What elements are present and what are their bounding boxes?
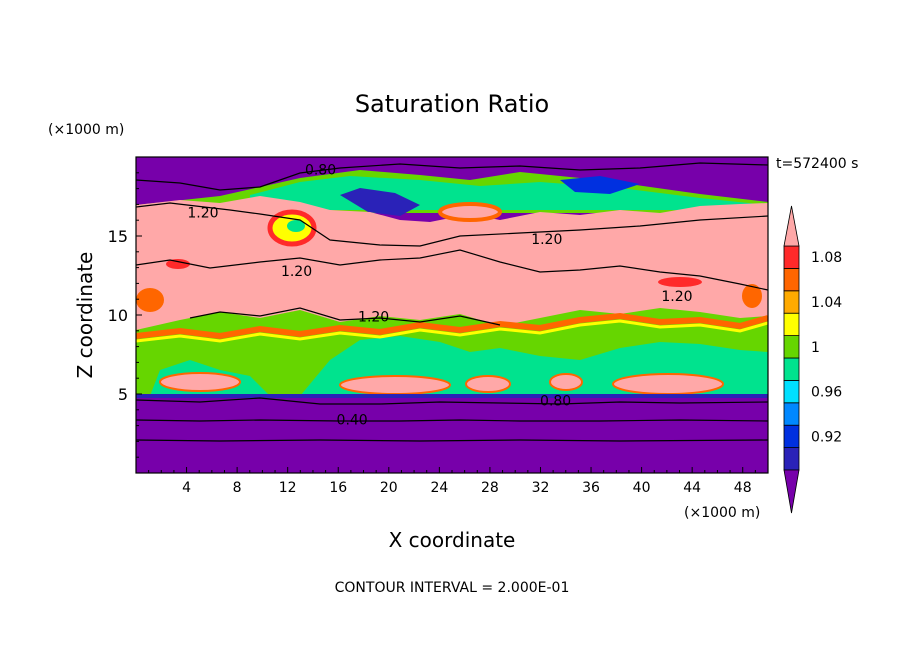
- upper-cell-4: [166, 259, 190, 269]
- colorbar-segment: [783, 402, 800, 426]
- upper-cell-6: [136, 288, 164, 312]
- x-tick-label: 8: [233, 480, 242, 496]
- colorbar-low-extend: [783, 469, 800, 514]
- colorbar-label: 1.04: [811, 295, 842, 311]
- y-tick-label: 5: [118, 385, 128, 404]
- contour-lines: [136, 162, 768, 442]
- upper-blue-patch: [340, 188, 420, 216]
- colorbar-segment: [783, 290, 800, 314]
- contour-label: 0.80: [540, 393, 571, 409]
- plot-area: 0.80 1.20 1.20 1.20 1.20 1.20 0.80 0.40: [136, 157, 768, 473]
- x-axis-title: X coordinate: [389, 528, 516, 552]
- x-tick-label: 40: [633, 480, 651, 496]
- colorbar-label: 1: [811, 340, 820, 356]
- x-tick-label: 12: [279, 480, 297, 496]
- upper-cell-2: [438, 202, 502, 222]
- contour-label: 1.20: [358, 310, 389, 326]
- contour-label: 0.40: [337, 412, 368, 428]
- colorbar-segment: [783, 245, 800, 269]
- cloud-lens-5: [612, 373, 724, 395]
- cloud-rim-orange: [136, 312, 768, 340]
- cloud-rim-yellow: [136, 319, 768, 343]
- y-axis-ticks: 5 10 15: [108, 172, 142, 458]
- contour-label: 1.20: [281, 264, 312, 280]
- upper-cell-3: [658, 277, 702, 287]
- chart-title: Saturation Ratio: [355, 90, 549, 118]
- y-tick-label: 10: [108, 306, 128, 325]
- colorbar-segment: [783, 312, 800, 337]
- colorbar: 0.92 0.96 1 1.04 1.08: [783, 205, 842, 514]
- x-tick-label: 20: [380, 480, 398, 496]
- cloud-lens-1: [159, 372, 241, 392]
- cloud-lens-4: [549, 373, 583, 391]
- x-axis-ticks: 4 8 12 16 20 24 28 32 36 40 44 48: [148, 467, 756, 496]
- low-band-blue: [136, 394, 768, 398]
- colorbar-segment: [783, 447, 800, 471]
- x-tick-label: 48: [734, 480, 752, 496]
- colorbar-label: 0.92: [811, 429, 842, 445]
- contour-label: 1.20: [661, 289, 692, 305]
- contour-label-group: 0.80 1.20 1.20 1.20 1.20 1.20 0.80 0.40: [187, 163, 692, 429]
- x-unit-label: (×1000 m): [684, 505, 760, 521]
- colorbar-high-extend: [783, 205, 800, 247]
- time-label: t=572400 s: [776, 156, 858, 172]
- colorbar-segment: [783, 379, 800, 404]
- cloud-lens-3: [465, 375, 511, 393]
- y-unit-label: (×1000 m): [48, 122, 124, 138]
- contour-label: 1.20: [531, 232, 562, 248]
- upper-cell-5: [742, 284, 762, 308]
- y-tick-label: 15: [108, 227, 128, 246]
- contour-interval-footer: CONTOUR INTERVAL = 2.000E-01: [335, 580, 570, 596]
- colorbar-label: 1.08: [811, 250, 842, 266]
- x-tick-label: 44: [683, 480, 701, 496]
- x-tick-label: 36: [582, 480, 600, 496]
- colorbar-segment: [783, 357, 800, 381]
- contour-label: 0.80: [305, 163, 336, 179]
- upper-blue-patch-2: [560, 176, 640, 194]
- x-tick-label: 24: [430, 480, 448, 496]
- colorbar-segment: [783, 424, 800, 449]
- x-tick-label: 4: [182, 480, 191, 496]
- upper-cell-1-core: [287, 220, 305, 232]
- cloud-lens-2: [339, 375, 451, 395]
- x-tick-label: 32: [532, 480, 550, 496]
- x-tick-label: 28: [481, 480, 499, 496]
- x-tick-label: 16: [329, 480, 347, 496]
- contour-label: 1.20: [187, 205, 218, 221]
- colorbar-label: 0.96: [811, 385, 842, 401]
- colorbar-segment: [783, 335, 800, 359]
- y-axis-title: Z coordinate: [73, 252, 97, 379]
- colorbar-segment: [783, 267, 800, 292]
